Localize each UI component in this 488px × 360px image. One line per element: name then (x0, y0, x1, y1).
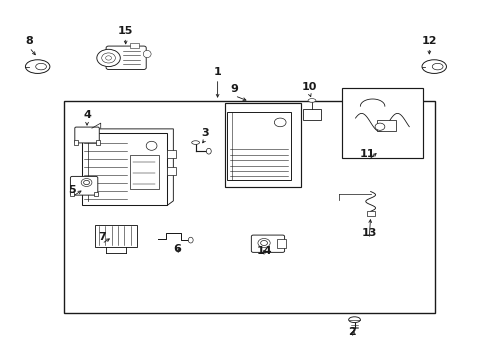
Ellipse shape (36, 63, 46, 70)
Text: 6: 6 (173, 244, 181, 254)
Circle shape (83, 180, 89, 185)
Circle shape (105, 56, 111, 60)
Text: 7: 7 (98, 232, 105, 242)
Text: 13: 13 (361, 228, 376, 238)
Bar (376, 120, 395, 131)
Text: 9: 9 (230, 84, 238, 94)
Ellipse shape (258, 238, 270, 248)
Ellipse shape (307, 99, 315, 102)
Text: 11: 11 (359, 149, 375, 159)
Text: 14: 14 (256, 246, 271, 256)
Bar (94, 192, 98, 196)
Ellipse shape (146, 141, 157, 150)
Text: 15: 15 (118, 26, 133, 36)
Text: 5: 5 (68, 185, 76, 195)
Bar (167, 167, 176, 175)
Ellipse shape (206, 148, 211, 154)
Ellipse shape (143, 50, 151, 58)
Ellipse shape (188, 237, 193, 243)
Circle shape (374, 123, 384, 130)
Bar (129, 43, 139, 48)
Text: 1: 1 (213, 67, 221, 77)
Bar (227, 112, 290, 180)
Bar (366, 211, 374, 216)
Ellipse shape (97, 49, 120, 67)
FancyBboxPatch shape (70, 176, 98, 195)
Text: 12: 12 (421, 36, 436, 46)
Bar (224, 103, 300, 187)
Ellipse shape (348, 317, 360, 323)
Text: 4: 4 (83, 109, 91, 120)
FancyBboxPatch shape (251, 235, 284, 252)
Bar (70, 192, 74, 196)
Bar (129, 155, 159, 189)
Text: 3: 3 (201, 127, 209, 138)
Bar (74, 140, 78, 145)
Bar (63, 101, 434, 313)
Circle shape (274, 118, 285, 127)
Text: 10: 10 (301, 82, 317, 92)
Bar (303, 109, 320, 120)
FancyBboxPatch shape (106, 46, 146, 69)
Bar (96, 140, 100, 145)
Ellipse shape (81, 179, 92, 186)
Bar (95, 225, 136, 247)
Bar (342, 88, 422, 158)
Bar (82, 133, 167, 205)
Text: 8: 8 (25, 36, 33, 46)
Ellipse shape (191, 141, 199, 144)
Circle shape (260, 240, 267, 246)
Bar (276, 239, 285, 248)
Bar (167, 150, 176, 158)
Ellipse shape (421, 60, 446, 73)
Ellipse shape (102, 53, 115, 63)
Ellipse shape (431, 63, 442, 70)
FancyBboxPatch shape (75, 127, 99, 143)
Text: 2: 2 (347, 327, 355, 337)
Ellipse shape (25, 60, 50, 73)
